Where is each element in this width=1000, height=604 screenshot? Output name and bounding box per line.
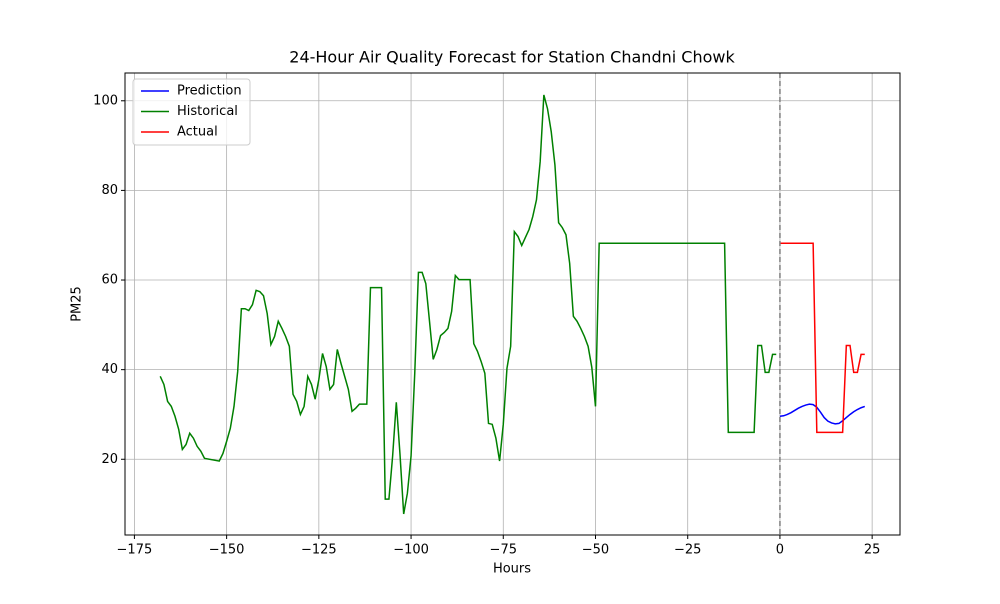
plot-frame: [124, 72, 901, 536]
x-tick-label: −175: [117, 543, 153, 558]
x-tick-label: 0: [776, 543, 784, 558]
x-tick-label: −150: [209, 543, 245, 558]
x-tick-label: 25: [864, 543, 881, 558]
series-line: [779, 242, 865, 434]
x-axis-label: Hours: [493, 562, 531, 577]
x-tick-label: −100: [393, 543, 429, 558]
series-line: [779, 403, 866, 425]
x-tick-label: −25: [674, 543, 701, 558]
x-tick-label: −125: [301, 543, 337, 558]
y-axis-label: PM25: [70, 286, 85, 322]
y-tick-label: 40: [101, 362, 118, 377]
y-tick-label: 60: [101, 273, 118, 288]
legend-box: [132, 78, 251, 146]
x-tick-label: −50: [582, 543, 609, 558]
series-line: [159, 94, 777, 515]
y-tick-label: 80: [101, 183, 118, 198]
legend-label: Prediction: [177, 84, 242, 99]
y-tick-label: 100: [93, 93, 118, 108]
chart-title: 24-Hour Air Quality Forecast for Station…: [289, 48, 735, 67]
x-tick-label: −75: [490, 543, 517, 558]
legend-label: Actual: [177, 125, 218, 140]
legend-label: Historical: [177, 104, 238, 119]
y-tick-label: 20: [101, 452, 118, 467]
